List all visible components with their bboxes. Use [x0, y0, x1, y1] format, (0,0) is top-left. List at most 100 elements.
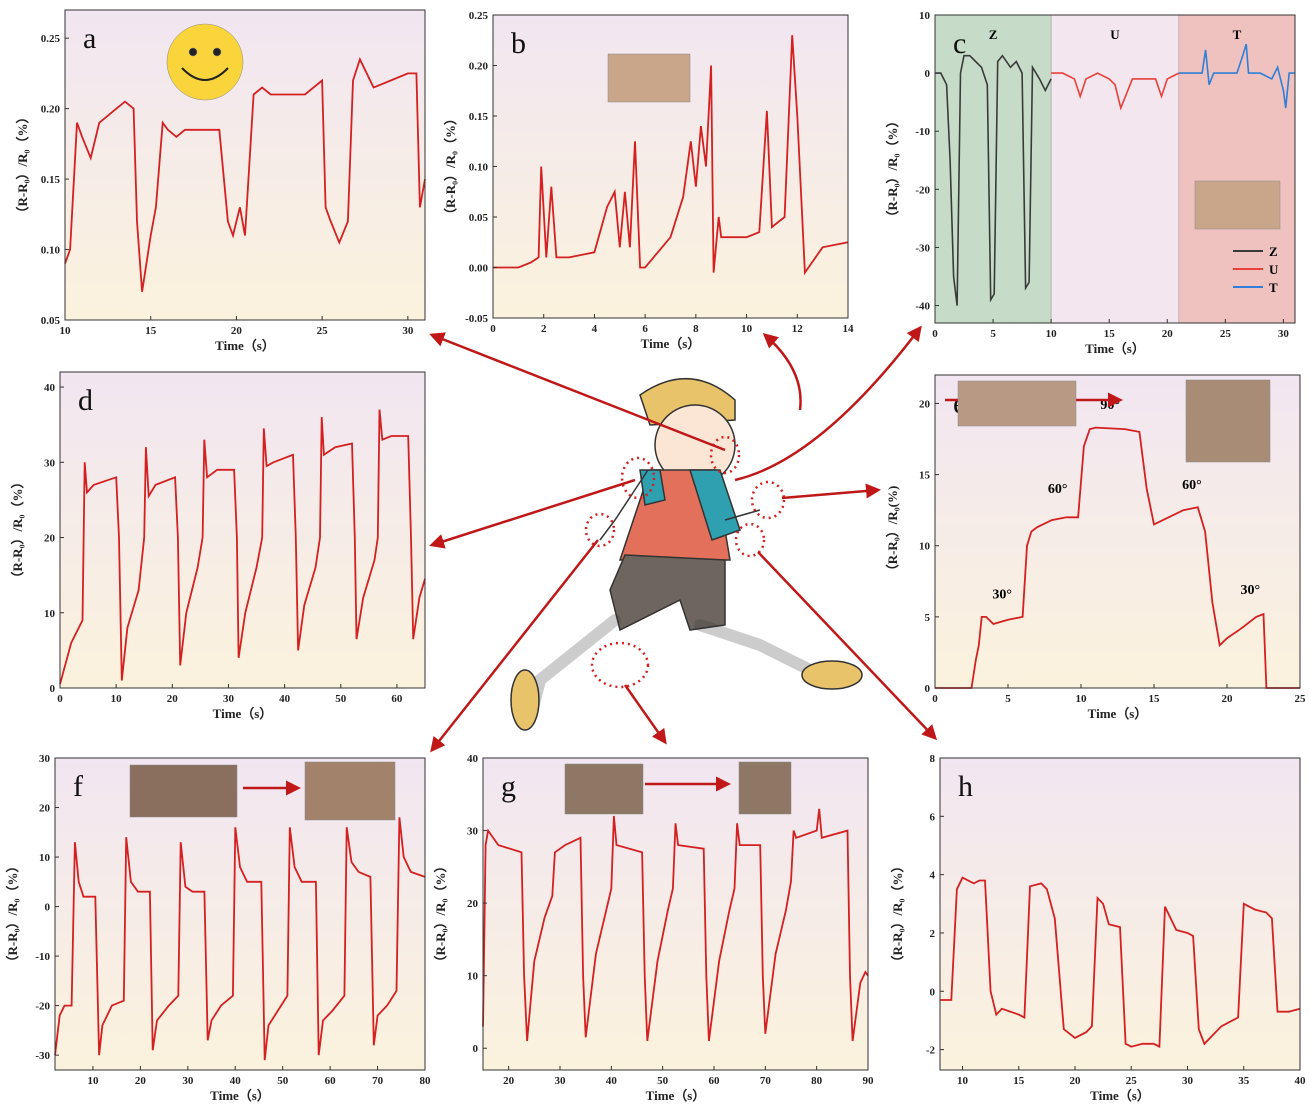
- region: [1051, 15, 1179, 323]
- x-tick-label: 10: [741, 323, 753, 335]
- y-tick-label: 20: [919, 398, 931, 410]
- annotation: 60°: [1182, 478, 1202, 493]
- x-tick-label: 30: [1278, 328, 1290, 340]
- y-tick-label: 0.10: [469, 162, 489, 174]
- y-axis-label: （R-R₀）/R₀（%）: [890, 860, 905, 969]
- y-tick-label: 2: [930, 928, 936, 940]
- y-tick-label: 6: [930, 811, 936, 823]
- panel-letter: f: [73, 770, 83, 803]
- y-tick-label: 0: [925, 68, 931, 80]
- y-tick-label: -10: [35, 951, 50, 963]
- annotation: 30°: [992, 587, 1012, 602]
- y-tick-label: 0.20: [41, 104, 61, 116]
- y-tick-label: 0: [930, 986, 936, 998]
- x-tick-label: 2: [541, 323, 547, 335]
- panel-letter: g: [501, 770, 516, 803]
- y-tick-label: 0.00: [469, 263, 489, 275]
- y-axis-label: （R-R₀）/R₀（%）: [443, 112, 458, 221]
- y-tick-label: 10: [44, 608, 56, 620]
- panel-letter: d: [78, 384, 93, 417]
- legend-label: U: [1269, 262, 1279, 277]
- x-tick-label: 6: [642, 323, 648, 335]
- x-axis-label: Time（s）: [215, 338, 275, 353]
- x-tick-label: 25: [317, 325, 329, 337]
- y-axis-label: （R-R₀）/R₀(%): [885, 486, 900, 578]
- x-axis-label: Time（s）: [1090, 1088, 1150, 1103]
- y-tick-label: -2: [926, 1045, 936, 1057]
- x-axis-label: Time（s）: [213, 706, 273, 721]
- y-axis-label: （R-R₀）/R₀（%）: [433, 860, 448, 969]
- y-tick-label: 0.15: [41, 174, 61, 186]
- page: {"chart_data": [ {"type": "line", "panel…: [0, 0, 1309, 1118]
- x-tick-label: 15: [145, 325, 157, 337]
- y-tick-label: 0.05: [41, 315, 61, 327]
- x-tick-label: 20: [1222, 693, 1234, 705]
- y-tick-label: 10: [919, 541, 931, 553]
- y-tick-label: -10: [915, 126, 930, 138]
- x-tick-label: 15: [1149, 693, 1161, 705]
- x-axis-label: Time（s）: [210, 1088, 270, 1103]
- x-tick-label: 10: [1046, 328, 1058, 340]
- x-axis-label: Time（s）: [1085, 341, 1145, 356]
- x-tick-label: 20: [135, 1075, 147, 1087]
- x-tick-label: 80: [420, 1075, 432, 1087]
- y-tick-label: 8: [930, 753, 936, 765]
- x-axis-label: Time（s）: [641, 336, 701, 351]
- y-tick-label: -0.05: [465, 313, 488, 325]
- plot-background: [60, 372, 425, 688]
- region: [935, 15, 1051, 323]
- x-tick-label: 40: [1295, 1075, 1307, 1087]
- x-tick-label: 50: [277, 1075, 289, 1087]
- x-tick-label: 10: [1076, 693, 1088, 705]
- x-tick-label: 15: [1013, 1075, 1025, 1087]
- y-tick-label: 0.25: [41, 33, 61, 45]
- x-tick-label: 90: [863, 1075, 875, 1087]
- y-tick-label: 0: [925, 683, 931, 695]
- x-tick-label: 0: [932, 328, 938, 340]
- x-tick-label: 35: [1238, 1075, 1250, 1087]
- x-tick-label: 50: [335, 693, 347, 705]
- y-tick-label: 0.15: [469, 111, 489, 123]
- x-axis-label: Time（s）: [646, 1088, 706, 1103]
- x-tick-label: 60: [325, 1075, 337, 1087]
- x-tick-label: 10: [87, 1075, 99, 1087]
- x-tick-label: 80: [811, 1075, 823, 1087]
- x-tick-label: 30: [223, 693, 235, 705]
- plot-background: [65, 10, 425, 320]
- x-tick-label: 0: [57, 693, 63, 705]
- panel-letter: a: [83, 22, 96, 55]
- x-tick-label: 25: [1126, 1075, 1138, 1087]
- y-tick-label: 20: [467, 898, 479, 910]
- y-tick-label: -30: [35, 1050, 50, 1062]
- y-tick-label: 0.10: [41, 245, 61, 257]
- y-tick-label: 10: [467, 971, 479, 983]
- x-tick-label: 50: [657, 1075, 669, 1087]
- panel-letter: h: [958, 770, 973, 803]
- x-tick-label: 10: [957, 1075, 969, 1087]
- plot-background: [940, 758, 1300, 1070]
- y-axis-label: （R-R₀）/R₀（%）: [885, 115, 900, 224]
- x-tick-label: 8: [693, 323, 699, 335]
- x-tick-label: 5: [990, 328, 996, 340]
- y-tick-label: 10: [919, 10, 931, 22]
- y-tick-label: 40: [44, 382, 56, 394]
- y-tick-label: 10: [39, 852, 51, 864]
- x-tick-label: 70: [760, 1075, 772, 1087]
- y-tick-label: 0.25: [469, 10, 489, 22]
- y-tick-label: 0: [50, 683, 56, 695]
- y-tick-label: -20: [915, 184, 930, 196]
- y-tick-label: 30: [44, 457, 56, 469]
- y-tick-label: -20: [35, 1001, 50, 1013]
- y-axis-label: （R-R₀）/R₀（%）: [15, 111, 30, 220]
- x-tick-label: 40: [606, 1075, 618, 1087]
- x-tick-label: 10: [111, 693, 123, 705]
- y-tick-label: 0.05: [469, 212, 489, 224]
- x-tick-label: 40: [230, 1075, 242, 1087]
- y-axis-label: （R-R₀）/R₀（%）: [10, 476, 25, 585]
- y-tick-label: -40: [915, 301, 930, 313]
- y-tick-label: 0.20: [469, 61, 489, 73]
- x-tick-label: 30: [182, 1075, 194, 1087]
